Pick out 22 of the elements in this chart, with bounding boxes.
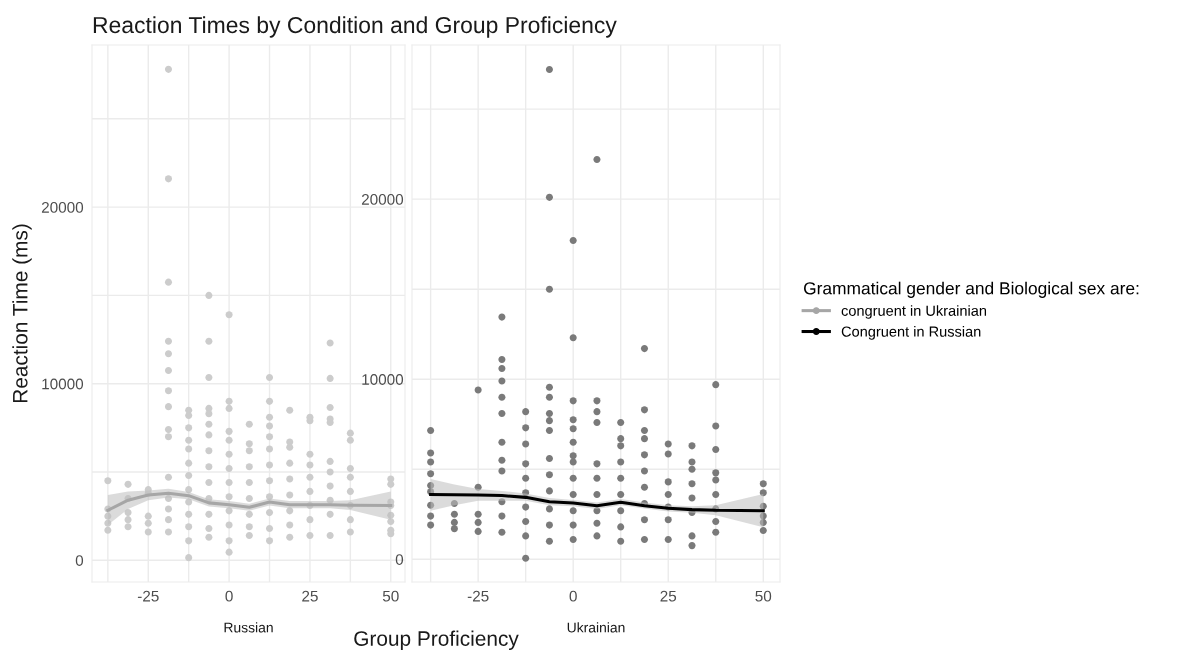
legend-label: congruent in Ukrainian xyxy=(841,305,987,319)
x-axis-title: Group Proficiency xyxy=(354,630,519,650)
y-tick-label: 10000 xyxy=(42,378,84,390)
x-tick-label: 25 xyxy=(660,590,677,602)
x-tick-label: 25 xyxy=(302,590,318,602)
legend-label: Congruent in Russian xyxy=(841,326,981,340)
x-tick-label: -25 xyxy=(467,590,489,602)
x-tick-label: 50 xyxy=(382,590,399,602)
y-tick-label: 20000 xyxy=(41,201,84,213)
x-tick-label: 50 xyxy=(755,590,772,602)
x-tick-label: -25 xyxy=(137,590,159,602)
y-tick-label: 10000 xyxy=(362,374,404,385)
y-tick-label: 0 xyxy=(75,555,84,566)
y-axis-title: Reaction Time (ms) xyxy=(12,224,32,403)
x-tick-label: 0 xyxy=(225,590,233,602)
chart-title: Reaction Times by Condition and Group Proficiency xyxy=(93,16,617,38)
text: Russian xyxy=(224,622,273,633)
y-tick-label: 20000 xyxy=(361,194,404,205)
text: Ukrainian xyxy=(567,622,625,633)
x-tick-label: 0 xyxy=(569,590,577,602)
y-tick-label: 0 xyxy=(395,554,404,565)
legend-title: Grammatical gender and Biological sex are: xyxy=(804,281,1139,298)
